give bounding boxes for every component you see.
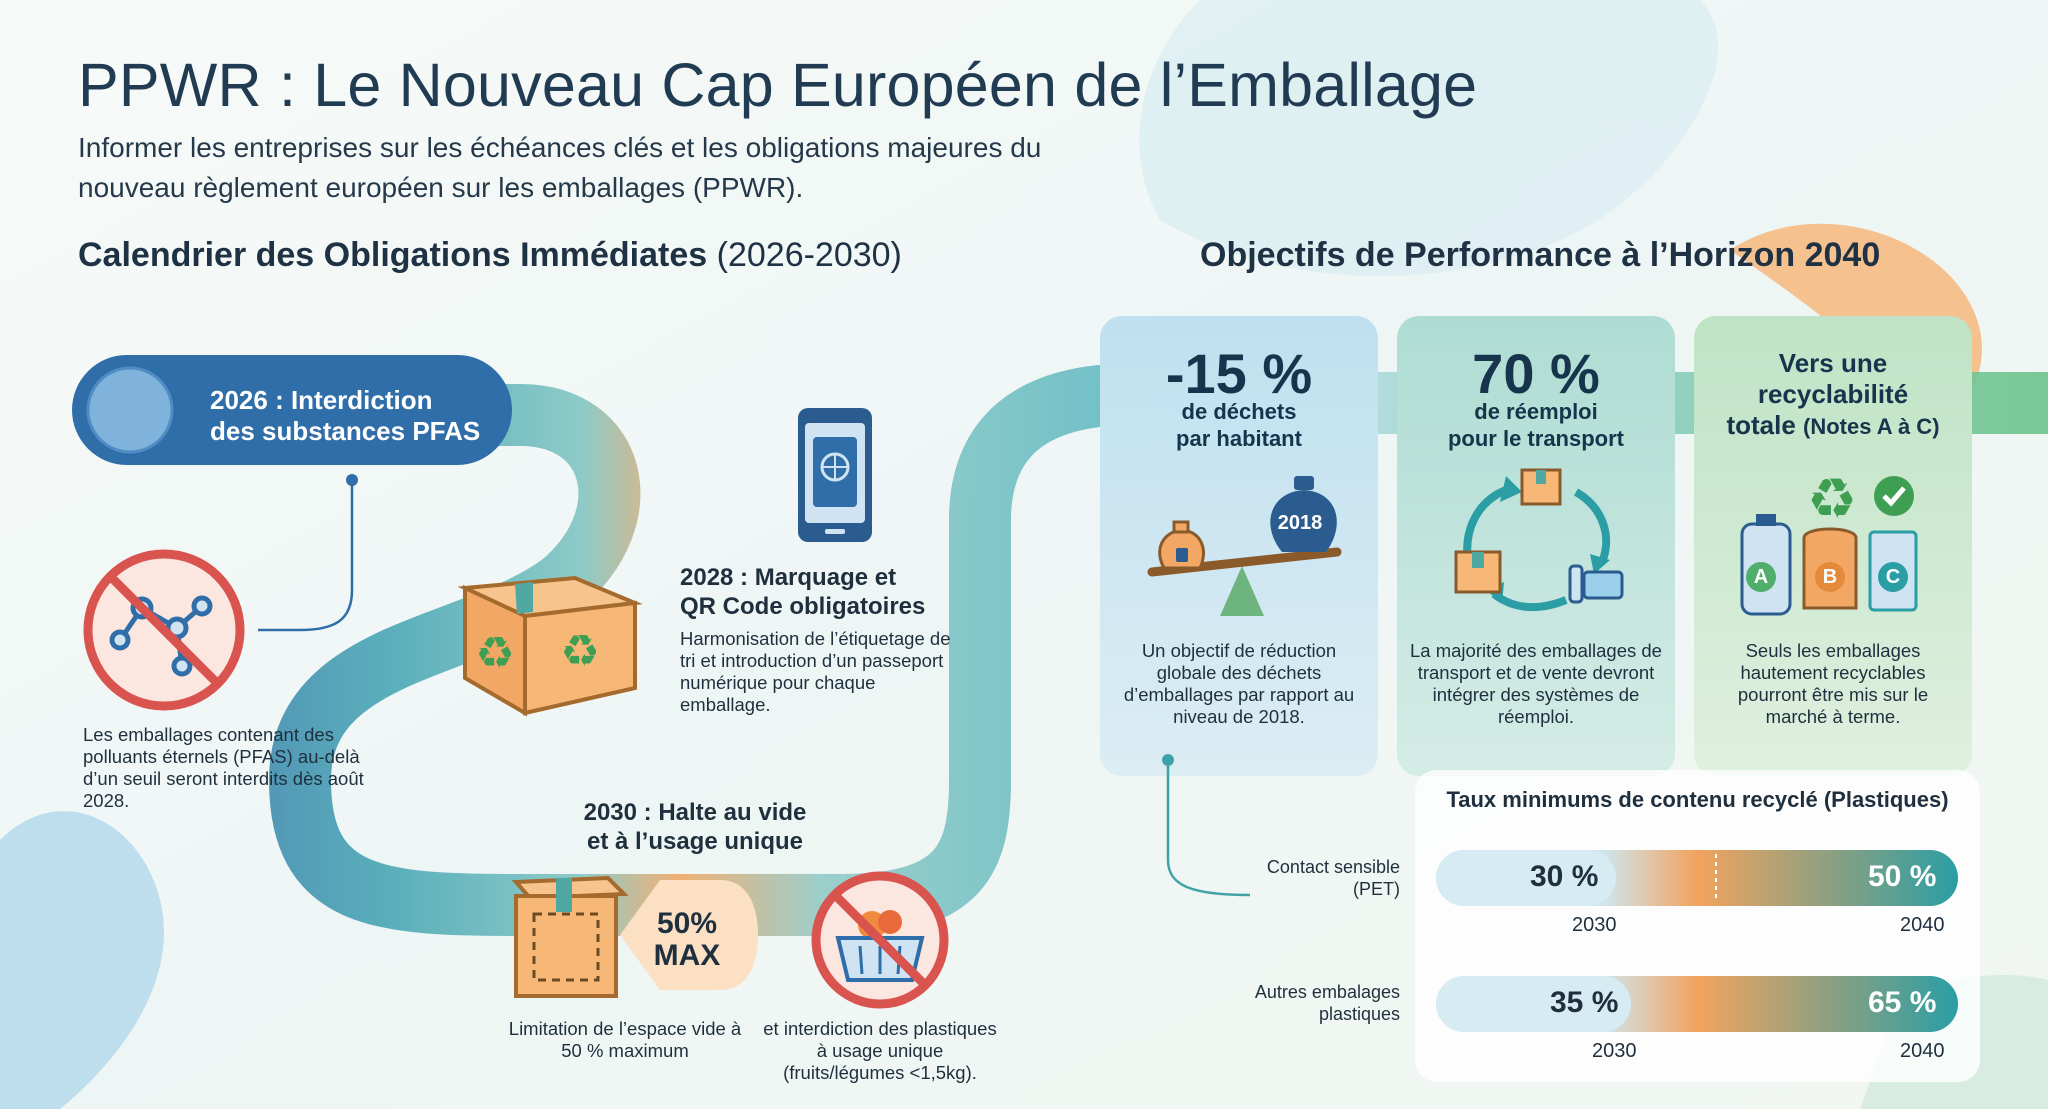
recycled-content-panel <box>1415 770 1980 1082</box>
target-waste-label-line2: par habitant <box>1176 426 1302 451</box>
milestone-2028-title-line1: 2028 : Marquage et <box>680 564 897 591</box>
milestone-2030-title-line1: 2030 : Halte au vide <box>583 799 807 826</box>
target-waste-value: -15 % <box>1165 342 1313 405</box>
grade-c-badge: C <box>1878 562 1908 592</box>
max-void-label: 50% MAX <box>632 908 742 972</box>
reuse-cycle-icon <box>1454 468 1624 612</box>
row-other-2030-value: 35 % <box>1550 986 1619 1019</box>
target-reuse-value: 70 % <box>1472 342 1600 405</box>
target-reuse-desc: La majorité des emballages de transport … <box>1410 640 1662 727</box>
row-other-2040-value: 65 % <box>1868 986 1937 1019</box>
target-reuse-label: de réemploi pour le transport <box>1397 398 1675 452</box>
row-pet-2030-value: 30 % <box>1530 860 1599 893</box>
row-pet-label-line2: (PET) <box>1353 879 1400 899</box>
recyclable-box-icon: ♻ ♻ <box>457 575 643 717</box>
targets-section-title: Objectifs de Performance à l’Horizon 204… <box>1200 236 1881 274</box>
empty-box-icon <box>511 875 629 998</box>
balance-scale-icon <box>1147 476 1342 616</box>
timeline-section-title: Calendrier des Obligations Immédiates (2… <box>78 236 902 275</box>
row-other-2030-year: 2030 <box>1592 1040 1637 1062</box>
digital-passport-phone-icon <box>798 408 872 542</box>
target-waste-desc: Un objectif de réduction globale des déc… <box>1123 640 1355 727</box>
page-title: PPWR : Le Nouveau Cap Européen de l’Emba… <box>78 51 1478 119</box>
milestone-2030-title-line2: et à l’usage unique <box>586 828 804 855</box>
target-recyclability-note: (Notes A à C) <box>1803 414 1940 439</box>
target-recyclability-line3: totale <box>1726 410 1796 440</box>
row-pet-label: Contact sensible (PET) <box>1180 856 1400 900</box>
milestone-2026-title: 2026 : Interdiction des substances PFAS <box>210 385 480 447</box>
target-waste-label-line1: de déchets <box>1181 399 1297 424</box>
row-pet-bar <box>1436 850 1958 906</box>
row-pet-label-line1: Contact sensible <box>1266 857 1400 877</box>
recyclability-grades-icon: ♻ <box>1740 468 1918 616</box>
max-void-unit: MAX <box>653 939 721 972</box>
target-recyclability-title: Vers une recyclabilité totale (Notes A à… <box>1694 348 1972 442</box>
row-pet-2030-year: 2030 <box>1572 914 1617 936</box>
row-pet-2040-value: 50 % <box>1868 860 1937 893</box>
target-waste-label: de déchets par habitant <box>1100 398 1378 452</box>
page-subtitle: Informer les entreprises sur les échéanc… <box>78 132 1042 203</box>
milestone-2028-title-line2: QR Code obligatoires <box>680 593 926 620</box>
max-void-value: 50% <box>656 907 718 940</box>
recycled-content-title: Taux minimums de contenu recyclé (Plasti… <box>1446 787 1949 812</box>
row-other-label-line2: plastiques <box>1318 1004 1400 1024</box>
bag-year-label: 2018 <box>1277 512 1323 534</box>
milestone-2030-title: 2030 : Halte au vide et à l’usage unique <box>560 798 830 856</box>
max-void-badge <box>620 880 758 990</box>
row-other-bar <box>1436 976 1958 1032</box>
milestone-2028-title: 2028 : Marquage et QR Code obligatoires <box>680 563 925 621</box>
target-recyclability-line1: Vers une <box>1778 348 1888 378</box>
row-other-2040-year: 2040 <box>1900 1040 1945 1062</box>
milestone-2026-desc: Les emballages contenant des polluants é… <box>83 724 364 811</box>
target-recyclability-line2: recyclabilité <box>1757 379 1909 409</box>
row-pet-2040-year: 2040 <box>1900 914 1945 936</box>
milestone-2026-title-line1: 2026 : Interdiction <box>210 385 433 415</box>
milestone-2026-title-line2: des substances PFAS <box>210 416 481 446</box>
milestone-2030-single-use-desc: et interdiction des plastiques à usage u… <box>763 1018 997 1083</box>
timeline-section-label: Calendrier des Obligations Immédiates <box>78 236 708 274</box>
row-other-label-line1: Autres embalages <box>1254 982 1400 1002</box>
svg-text:♻: ♻ <box>1807 468 1857 532</box>
grade-a-badge: A <box>1746 562 1776 592</box>
target-recyclability-desc: Seuls les emballages hautement recyclabl… <box>1737 640 1929 727</box>
target-reuse-label-line1: de réemploi <box>1474 399 1598 424</box>
grade-b-badge: B <box>1815 562 1845 592</box>
timeline-section-years: (2026-2030) <box>716 236 902 274</box>
row-other-label: Autres embalages plastiques <box>1180 981 1400 1025</box>
milestone-2028-desc: Harmonisation de l’étiquetage de tri et … <box>680 628 951 715</box>
svg-text:♻: ♻ <box>475 628 514 679</box>
svg-text:♻: ♻ <box>560 626 599 677</box>
pfas-ban-icon <box>83 549 245 711</box>
milestone-2030-void-desc: Limitation de l’espace vide à 50 % maxim… <box>508 1018 742 1061</box>
single-use-plastic-ban-icon <box>811 871 949 1009</box>
target-reuse-label-line2: pour le transport <box>1447 426 1624 451</box>
